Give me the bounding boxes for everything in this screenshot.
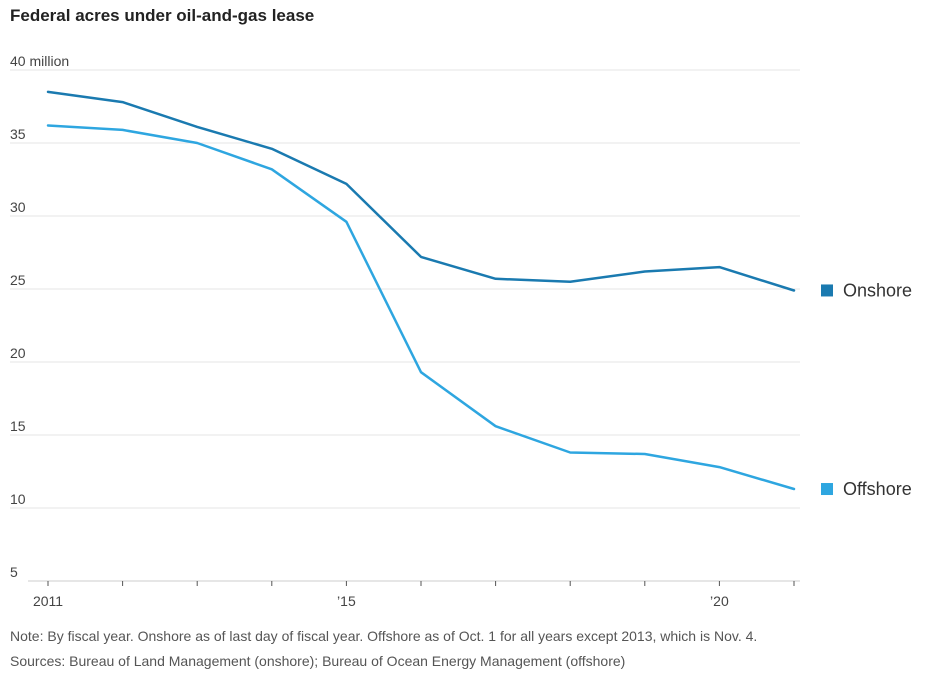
x-axis: 2011 ’15 ’20 — [28, 580, 800, 609]
series-line-offshore — [46, 124, 796, 491]
y-tick-label: 35 — [10, 126, 26, 142]
legend: Onshore Offshore — [821, 280, 912, 499]
chart-note: Note: By fiscal year. Onshore as of last… — [10, 628, 758, 644]
chart-title: Federal acres under oil-and-gas lease — [10, 6, 315, 25]
y-tick-label: 20 — [10, 345, 26, 361]
line-chart: 2011 ’15 ’20 40 million 35 30 25 20 15 10 5 Onsho… — [10, 53, 912, 609]
legend-label-offshore: Offshore — [843, 479, 912, 499]
legend-swatch-onshore — [821, 284, 833, 297]
y-tick-label: 40 million — [10, 53, 69, 69]
x-tick-label: ’15 — [337, 593, 356, 609]
y-tick-label: 30 — [10, 199, 26, 215]
chart-sources: Sources: Bureau of Land Management (onsh… — [10, 653, 626, 669]
x-tick-label: ’20 — [710, 593, 729, 609]
y-tick-label: 5 — [10, 564, 18, 580]
y-axis-labels: 40 million 35 30 25 20 15 10 5 — [10, 53, 69, 580]
y-tick-label: 10 — [10, 491, 26, 507]
y-tick-label: 25 — [10, 272, 26, 288]
legend-label-onshore: Onshore — [843, 280, 912, 300]
series-line-onshore — [46, 90, 796, 292]
series-lines — [46, 90, 796, 491]
legend-swatch-offshore — [821, 483, 833, 496]
y-tick-label: 15 — [10, 418, 26, 434]
grid-lines — [10, 69, 800, 509]
x-tick-label: 2011 — [33, 593, 63, 609]
